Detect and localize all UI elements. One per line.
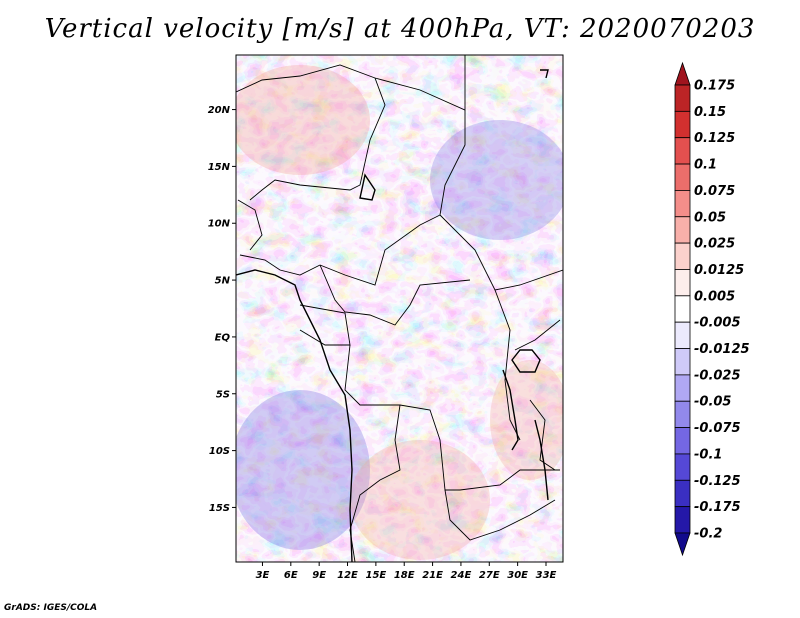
- grads-credit: GrADS: IGES/COLA: [4, 603, 98, 613]
- colorbar-label: -0.025: [694, 368, 741, 383]
- colorbar-band: [674, 400, 691, 428]
- colorbar-label: 0.0125: [694, 263, 744, 278]
- colorbar-label: -0.075: [694, 421, 741, 436]
- colorbar-band: [674, 348, 691, 376]
- colorbar-band: [674, 84, 691, 112]
- lon-tick-label: 24E: [451, 570, 472, 581]
- colorbar-top-triangle: [674, 61, 691, 86]
- colorbar-band: [674, 110, 691, 139]
- colorbar-label: 0.125: [694, 131, 735, 146]
- lat-tick-label: 15S: [209, 503, 230, 514]
- lon-tick-label: 18E: [394, 570, 415, 581]
- colorbar-label: -0.005: [694, 316, 741, 331]
- longitude-axis: 3E 6E 9E 12E 15E 18E 21E 24E 27E 30E 33E: [256, 562, 557, 581]
- colorbar-label: 0.005: [694, 289, 735, 304]
- lat-tick-label: 20N: [208, 105, 231, 116]
- lon-tick-label: 27E: [479, 570, 500, 581]
- colorbar: 0.175 0.15 0.125 0.1 0.075 0.05 0.025 0.0125 0.0…: [674, 61, 750, 557]
- colorbar-band: [674, 269, 691, 297]
- lat-tick-label: EQ: [215, 332, 231, 343]
- colorbar-label: 0.175: [694, 79, 735, 94]
- lon-tick-label: 33E: [536, 570, 557, 581]
- colorbar-band: [674, 321, 691, 349]
- colorbar-label: 0.15: [694, 105, 726, 120]
- colorbar-band: [674, 427, 691, 455]
- colorbar-label: 0.075: [694, 184, 735, 199]
- coastlines: [236, 69, 549, 562]
- vertical-velocity-field: [236, 55, 563, 562]
- colorbar-band: [674, 163, 691, 191]
- colorbar-band: [674, 190, 691, 218]
- lat-tick-label: 10N: [208, 219, 231, 230]
- colorbar-label: 0.025: [694, 237, 735, 252]
- colorbar-label: 0.1: [694, 158, 717, 173]
- colorbar-band: [674, 295, 691, 323]
- colorbar-label: -0.2: [694, 527, 722, 542]
- lat-tick-label: 5S: [216, 389, 230, 400]
- lat-tick-label: 5N: [215, 276, 231, 287]
- lon-tick-label: 15E: [365, 570, 386, 581]
- colorbar-band: [674, 374, 691, 402]
- colorbar-bottom-triangle: [674, 532, 691, 557]
- map-frame: [235, 54, 564, 563]
- colorbar-band: [674, 453, 691, 481]
- colorbar-label: -0.125: [694, 474, 741, 489]
- colorbar-band: [674, 242, 691, 270]
- colorbar-label: -0.1: [694, 447, 722, 462]
- country-borders: [236, 55, 563, 562]
- colorbar-band: [674, 506, 691, 534]
- colorbar-label: 0.05: [694, 210, 726, 225]
- lat-tick-label: 15N: [208, 162, 231, 173]
- colorbar-band: [674, 216, 691, 244]
- lon-tick-label: 3E: [256, 570, 270, 581]
- lon-tick-label: 9E: [312, 570, 326, 581]
- colorbar-band: [674, 137, 691, 165]
- colorbar-label: -0.0125: [694, 342, 750, 357]
- lon-tick-label: 30E: [507, 570, 528, 581]
- lon-tick-label: 12E: [337, 570, 358, 581]
- colorbar-band: [674, 479, 691, 508]
- colorbar-label: -0.175: [694, 500, 741, 515]
- latitude-axis: 20N 15N 10N 5N EQ 5S 10S 15S: [208, 105, 236, 514]
- colorbar-label: -0.05: [694, 395, 731, 410]
- lat-tick-label: 10S: [209, 446, 230, 457]
- lon-tick-label: 21E: [422, 570, 443, 581]
- lon-tick-label: 6E: [284, 570, 298, 581]
- map-title: Vertical velocity [m/s] at 400hPa, VT: 2…: [44, 14, 756, 44]
